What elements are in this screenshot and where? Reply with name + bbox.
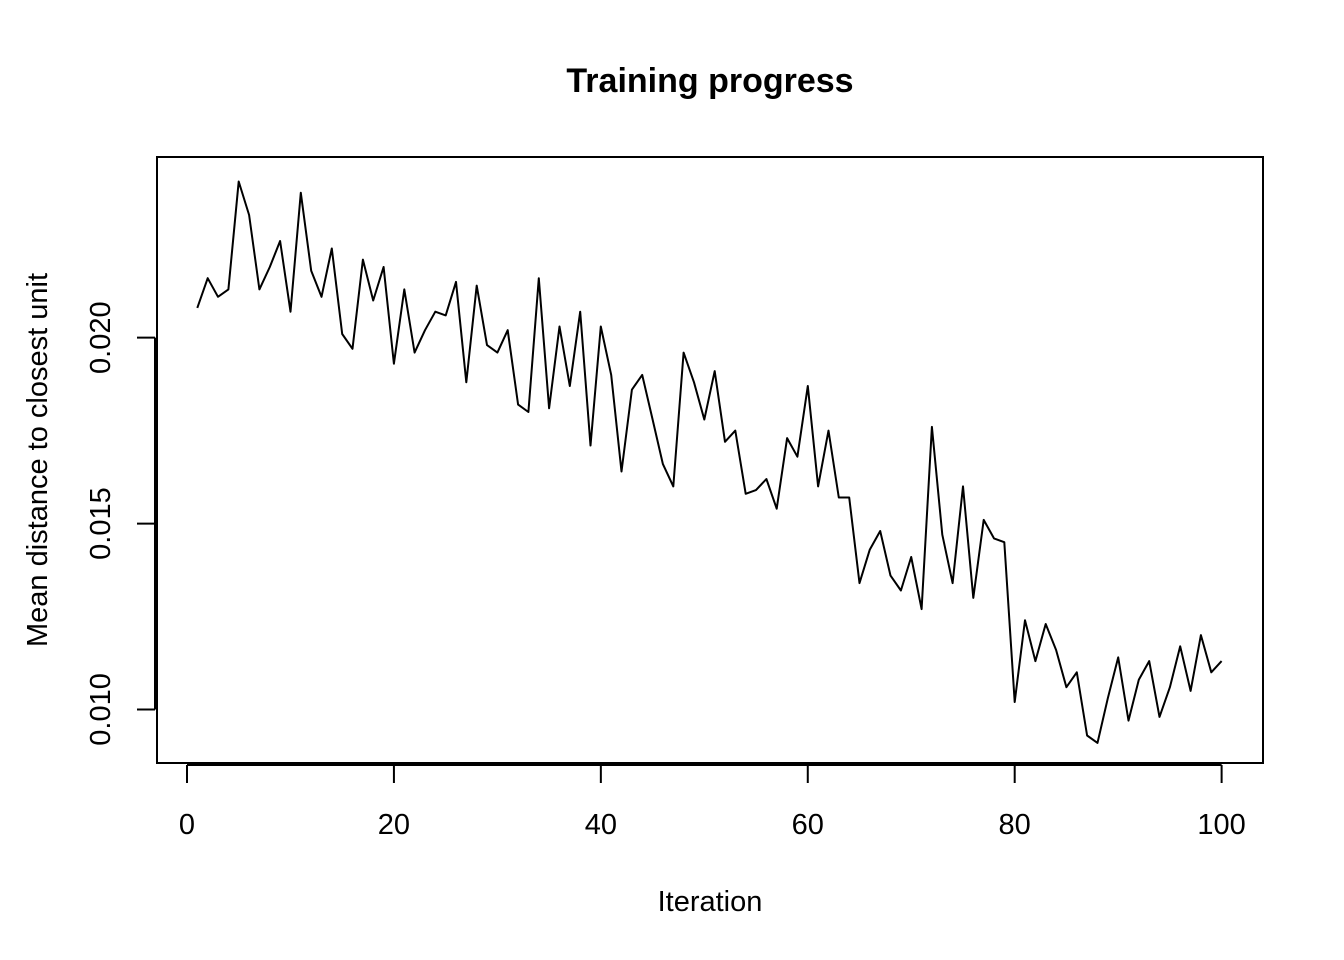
y-tick-label: 0.010 bbox=[85, 673, 117, 746]
series-line bbox=[196, 180, 1223, 744]
chart-title: Training progress bbox=[566, 62, 853, 100]
y-tick-label: 0.015 bbox=[85, 487, 117, 560]
x-tick-label: 0 bbox=[179, 809, 195, 841]
plot-frame bbox=[156, 156, 1264, 764]
x-axis: 0 20 40 60 80 100 bbox=[179, 764, 1246, 841]
x-tick-label: 80 bbox=[999, 809, 1031, 841]
y-axis-label: Mean distance to closest unit bbox=[22, 273, 54, 647]
x-tick-label: 100 bbox=[1197, 809, 1245, 841]
x-tick-label: 20 bbox=[378, 809, 410, 841]
x-axis-label: Iteration bbox=[658, 886, 763, 918]
x-tick-label: 40 bbox=[585, 809, 617, 841]
x-tick-label: 60 bbox=[792, 809, 824, 841]
y-tick-label: 0.020 bbox=[85, 301, 117, 374]
y-axis: 0.010 0.015 0.020 bbox=[85, 301, 156, 746]
